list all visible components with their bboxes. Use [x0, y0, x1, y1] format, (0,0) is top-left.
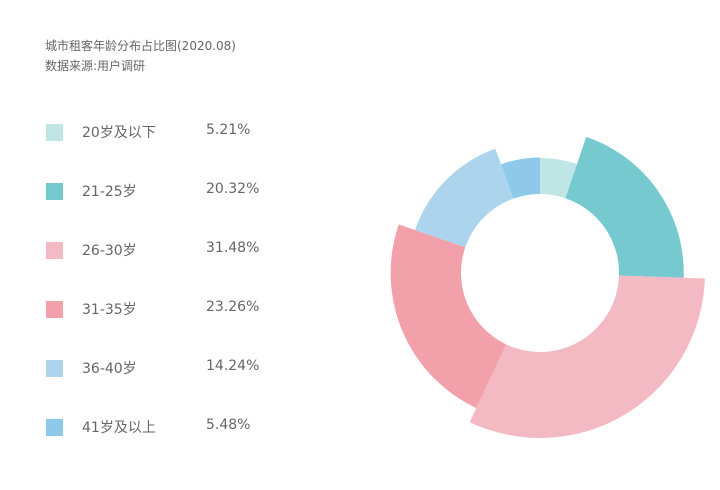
- legend-item: 36-40岁 14.24%: [46, 354, 326, 413]
- legend-swatch: [46, 183, 63, 200]
- legend-value: 31.48%: [206, 240, 260, 256]
- donut-slice: [565, 136, 684, 278]
- legend-swatch: [46, 301, 63, 318]
- legend-label: 21-25岁: [82, 184, 137, 200]
- donut-chart: [390, 136, 705, 438]
- legend-swatch: [46, 124, 63, 141]
- legend-label: 31-35岁: [82, 302, 137, 318]
- legend-value: 5.21%: [206, 122, 251, 138]
- legend-swatch: [46, 242, 63, 259]
- legend-swatch: [46, 419, 63, 436]
- legend-label: 26-30岁: [82, 243, 137, 259]
- legend-value: 14.24%: [206, 358, 260, 374]
- donut-slice: [540, 158, 577, 199]
- legend-label: 41岁及以上: [82, 420, 156, 436]
- chart-source: 数据来源:用户调研: [45, 59, 146, 73]
- legend-item: 31-35岁 23.26%: [46, 295, 326, 354]
- legend-swatch: [46, 360, 63, 377]
- legend-value: 5.48%: [206, 417, 251, 433]
- legend-item: 26-30岁 31.48%: [46, 236, 326, 295]
- chart-title: 城市租客年龄分布占比图(2020.08): [45, 39, 236, 53]
- donut-slice: [415, 148, 514, 248]
- legend-value: 20.32%: [206, 181, 260, 197]
- legend-value: 23.26%: [206, 299, 260, 315]
- chart-header: 城市租客年龄分布占比图(2020.08) 数据来源:用户调研: [45, 36, 236, 76]
- legend-item: 20岁及以下 5.21%: [46, 118, 326, 177]
- legend: 20岁及以下 5.21% 21-25岁 20.32% 26-30岁 31.48%…: [46, 118, 326, 472]
- legend-label: 20岁及以下: [82, 125, 156, 141]
- legend-label: 36-40岁: [82, 361, 137, 377]
- legend-item: 41岁及以上 5.48%: [46, 413, 326, 472]
- donut-slice: [501, 157, 540, 199]
- legend-item: 21-25岁 20.32%: [46, 177, 326, 236]
- donut-slice: [390, 224, 507, 409]
- donut-slice: [469, 275, 705, 438]
